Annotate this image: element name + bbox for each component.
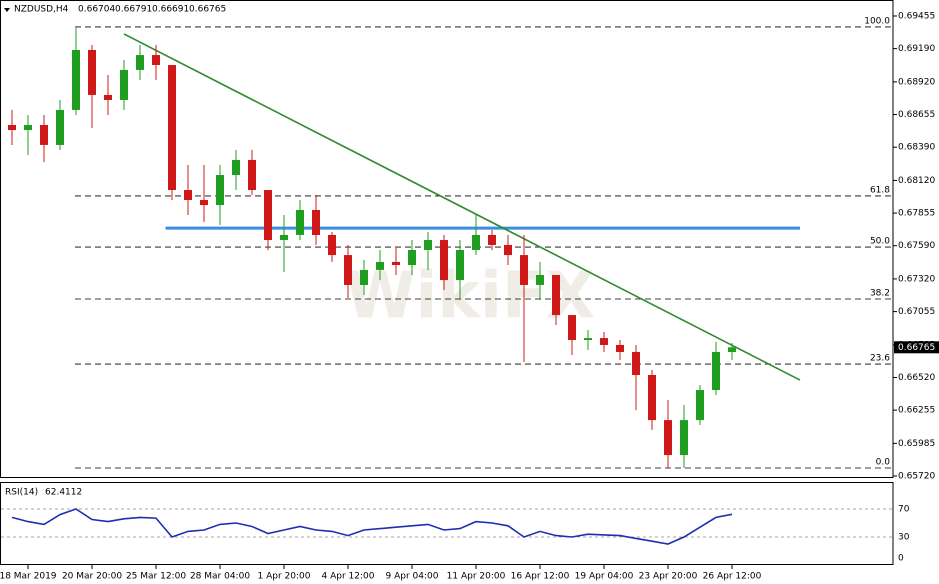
fib-label: 38.2 [870,289,890,299]
candle-body [376,261,384,270]
symbol: NZDUSD,H4 [14,5,69,15]
y-tick-label: 0.67855 [898,209,935,219]
candle-body [312,209,320,235]
x-tick-label: 26 Apr 12:00 [703,572,762,582]
candle-body [136,55,144,70]
candle-body [408,250,416,266]
x-tick-label: 9 Apr 04:00 [386,572,439,582]
rsi-label: RSI(14) [5,488,38,498]
rsi-tick-label: 0 [898,554,904,564]
y-tick-label: 0.65985 [898,439,935,449]
x-tick-label: 16 Apr 12:00 [511,572,570,582]
candle-body [40,124,48,145]
candle-body [56,109,64,145]
y-tick-label: 0.68120 [898,176,935,186]
y-tick-label: 0.68390 [898,143,935,153]
candle-body [152,55,160,66]
header-open: 0.66704 [78,5,115,15]
candle-body [216,174,224,206]
y-tick-label: 0.68920 [898,77,935,87]
x-tick-label: 19 Apr 04:00 [575,572,634,582]
candle-body [104,94,112,100]
candle-body [680,420,688,456]
x-tick-label: 25 Mar 12:00 [126,572,186,582]
x-tick-label: 18 Mar 2019 [0,572,57,582]
candle-body [696,390,704,421]
price-panel-frame [0,0,894,478]
candle-body [712,351,720,391]
y-tick-label: 0.67320 [898,274,935,284]
rsi-tick-label: 30 [898,533,910,543]
fib-label: 50.0 [870,237,890,247]
fib-label: 23.6 [870,354,890,364]
header-high: 0.66791 [115,5,152,15]
candle-body [168,65,176,191]
candle-body [296,209,304,235]
candle-body [600,338,608,345]
candle-body [200,200,208,206]
candle-body [280,234,288,241]
candle-body [584,338,592,341]
header-low: 0.66691 [152,5,189,15]
header-arrow [4,8,10,12]
rsi-panel-frame [0,482,894,565]
y-tick-label: 0.65720 [898,472,935,482]
current-price-label: 0.66765 [898,343,935,353]
fib-label: 100.0 [864,16,890,26]
candle-body [232,159,240,175]
candle-body [472,234,480,251]
rsi-line [11,508,733,545]
candle-body [264,190,272,241]
candle-body [728,347,736,352]
candle-body [392,261,400,266]
candle-body [552,275,560,316]
candle-body [456,250,464,281]
candle-body [648,375,656,421]
x-tick-label: 23 Apr 20:00 [639,572,698,582]
candle-body [88,49,96,95]
candle-body [520,255,528,285]
fib-label: 0.0 [876,457,891,467]
y-tick-label: 0.66255 [898,406,935,416]
candle-body [344,255,352,285]
candle-body [184,190,192,200]
candle-body [328,234,336,256]
x-tick-label: 11 Apr 20:00 [447,572,506,582]
x-tick-label: 4 Apr 12:00 [322,572,375,582]
y-tick-label: 0.69455 [898,12,935,22]
candle-body [616,344,624,352]
candle-body [72,49,80,110]
y-tick-label: 0.69190 [898,44,935,54]
current-price-box [894,341,939,354]
candle-body [664,420,672,456]
header-close: 0.66765 [189,5,226,15]
candle-body [440,240,448,281]
candle-body [504,244,512,256]
x-tick-label: 20 Mar 20:00 [62,572,122,582]
y-tick-label: 0.68655 [898,110,935,120]
fib-label: 61.8 [870,185,890,195]
candle-body [120,69,128,100]
rsi-value: 62.4112 [45,488,82,498]
rsi-tick-label: 70 [898,505,910,515]
candle-body [568,315,576,341]
candle-body [8,124,16,131]
candle-body [360,269,368,285]
x-tick-label: 1 Apr 20:00 [258,572,311,582]
candle-body [632,351,640,376]
candle-body [248,159,256,191]
candle-body [424,240,432,251]
candle-body [536,275,544,285]
x-tick-label: 28 Mar 04:00 [190,572,250,582]
candle-body [24,124,32,131]
y-tick-label: 0.67055 [898,307,935,317]
y-tick-label: 0.67590 [898,241,935,251]
trendline [123,33,801,381]
candle-body [488,234,496,245]
y-tick-label: 0.66520 [898,373,935,383]
